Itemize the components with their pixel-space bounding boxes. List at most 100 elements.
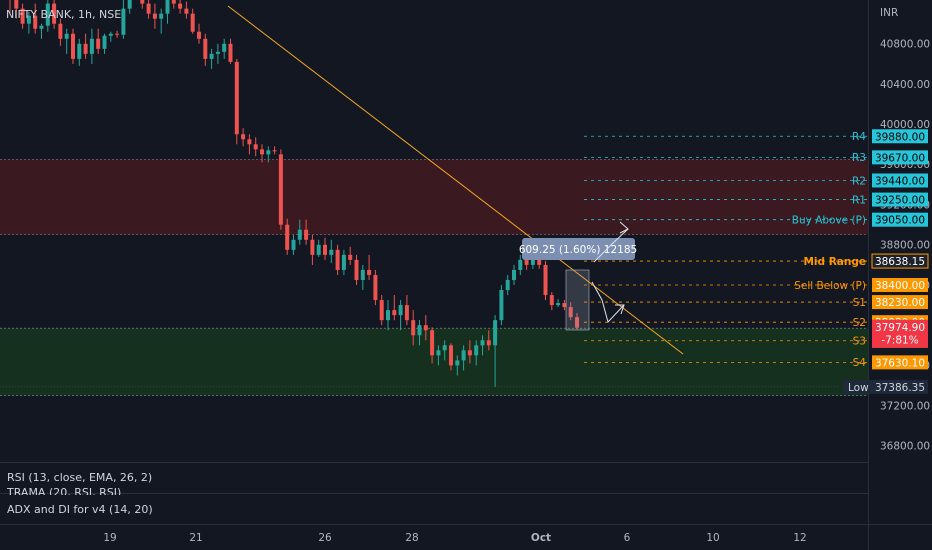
x-tick-label: 28 [405,532,418,544]
level-price-tag: 39670.00 [872,150,928,165]
trama-pane-label[interactable]: TRAMA (20, RSI, RSI) [7,486,122,495]
candle-body [386,310,390,321]
candle-body [247,139,252,145]
adx-pane-label[interactable]: ADX and DI for v4 (14, 20) [7,503,153,516]
projection-down-arrowhead [615,304,625,315]
level-label: Sell Below (P) [794,280,866,292]
y-tick-label: 40800.00 [880,39,930,51]
level-price-tag-bg [872,278,928,292]
level-price-tag: 38230.00 [872,295,928,310]
candle-body [197,31,201,39]
level-price-tag-text: 38400.00 [875,280,925,292]
candle-body [461,350,466,361]
level-price-tag: 39440.00 [872,173,928,188]
level-price-tag-bg [872,129,928,144]
level-price-tag-bg [872,212,928,227]
candle-body [26,15,31,24]
candle-body [480,340,485,346]
candle-body [474,345,479,356]
candle-body [45,3,50,26]
candle-body [404,305,409,321]
x-tick-label: 6 [624,532,631,544]
x-tick-label: 21 [189,532,202,544]
candle-body [323,244,327,255]
y-tick-label: 37200.00 [880,400,930,412]
candle-body [39,25,44,29]
candle-body [52,3,57,24]
x-tick-label: 19 [103,532,116,544]
candle-body [278,154,283,225]
candle-body [209,53,214,59]
candle-body [493,320,498,346]
y-tick-label: 38800.00 [880,240,930,252]
candle-body [285,224,290,250]
level-price-tag-text: 39440.00 [875,175,925,187]
candle-body [417,325,422,336]
candle-body [449,345,453,366]
candle-body [354,259,359,280]
candle-body [505,279,510,291]
candle-body [215,51,220,54]
level-label: R1 [852,194,866,206]
candle-body [203,38,208,59]
candle-body [272,150,277,152]
candle-body [127,0,132,9]
candle-body [568,307,573,318]
candle-body [178,3,183,9]
candle-body [33,15,38,29]
candle-body [165,0,170,14]
candle-body [379,300,384,321]
candle-body [152,13,157,19]
candle-body [329,249,334,255]
candle-body [360,269,365,280]
level-label: S2 [853,317,866,329]
candle-body [140,0,145,4]
level-price-tag-text: 39670.00 [875,152,925,164]
y-tick-label: 40000.00 [880,119,930,131]
candle-body [83,43,88,54]
level-price-tag-bg [872,355,928,370]
candle-body [512,269,516,280]
candle-body [455,360,460,366]
level-label: R3 [852,152,866,164]
candle-body [436,350,441,356]
candle-body [121,8,126,35]
candle-body [398,305,403,316]
projection-down-arrow [591,281,625,323]
candle-body [373,274,378,301]
level-price-tag: 39050.00 [872,212,928,227]
y-tick-label: 40400.00 [880,79,930,91]
rsi-pane-label[interactable]: RSI (13, close, EMA, 26, 2) [7,471,153,484]
candle-body [310,239,315,255]
low-marker-value: 37386.35 [875,382,925,394]
candle-body [335,249,340,270]
candle-body [228,43,233,62]
candle-body [20,8,25,24]
measure-annotation-text: 609.25 (1.60%) 12185 [519,244,637,256]
level-price-tag-bg [872,150,928,165]
candle-body [115,33,120,35]
candle-body [222,43,227,52]
level-price-tag: 38638.15 [871,253,929,269]
candle-body [190,13,195,32]
level-price-tag-text: 37630.10 [875,357,925,369]
candle-body [562,303,567,308]
candle-body [423,325,428,331]
candle-body [77,43,82,59]
x-tick-label: Oct [531,532,551,544]
candle-body [89,38,94,54]
low-marker-label: Low [848,382,869,394]
resistance-zone [0,159,868,235]
current-price-bg [872,319,928,348]
level-label: R4 [852,131,866,143]
candle-body [241,134,246,140]
candle-body [556,303,561,306]
level-price-tag-text: 39880.00 [875,131,925,143]
candle-body [430,330,435,356]
candle-body [291,239,296,250]
candle-body [234,61,239,135]
candle-body [575,317,579,328]
low-marker-bg [843,379,928,394]
